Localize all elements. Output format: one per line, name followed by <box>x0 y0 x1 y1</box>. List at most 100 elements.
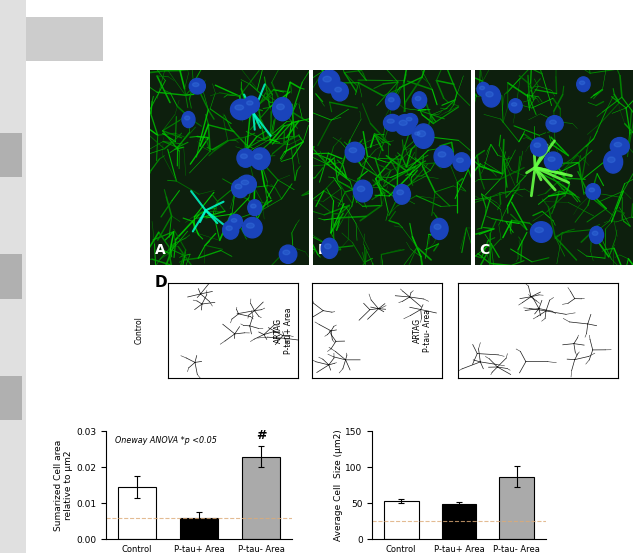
Ellipse shape <box>607 157 615 163</box>
Ellipse shape <box>277 104 284 109</box>
Ellipse shape <box>334 87 342 92</box>
Ellipse shape <box>223 221 239 239</box>
Text: P-tau- Area: P-tau- Area <box>493 545 541 553</box>
Ellipse shape <box>385 93 400 110</box>
Ellipse shape <box>534 143 541 148</box>
Ellipse shape <box>353 180 372 202</box>
Ellipse shape <box>530 222 552 242</box>
Ellipse shape <box>550 120 557 124</box>
Ellipse shape <box>229 215 243 229</box>
Ellipse shape <box>482 86 501 107</box>
Ellipse shape <box>395 114 415 135</box>
Ellipse shape <box>323 76 331 82</box>
Text: P-tau- Area: P-tau- Area <box>238 545 284 553</box>
Text: P-tau+ Area: P-tau+ Area <box>173 545 225 553</box>
Ellipse shape <box>486 92 493 97</box>
Ellipse shape <box>248 200 262 216</box>
Ellipse shape <box>456 158 464 163</box>
Text: D: D <box>155 275 168 290</box>
Ellipse shape <box>388 98 394 102</box>
Ellipse shape <box>438 152 446 157</box>
Ellipse shape <box>611 138 629 155</box>
Y-axis label: Sumarized Cell area
relative to μm2: Sumarized Cell area relative to μm2 <box>54 440 73 531</box>
Bar <box>442 504 476 539</box>
Ellipse shape <box>237 149 254 167</box>
Text: Control: Control <box>122 545 152 553</box>
Ellipse shape <box>184 116 190 120</box>
Y-axis label: Average Cell  Size (μm2): Average Cell Size (μm2) <box>334 429 343 541</box>
Ellipse shape <box>241 180 248 185</box>
Text: ARTAG
P-tau- Area: ARTAG P-tau- Area <box>413 309 433 352</box>
Text: Control: Control <box>386 545 417 553</box>
Ellipse shape <box>406 117 412 121</box>
Text: Oneway ANOVA *p <0.05: Oneway ANOVA *p <0.05 <box>116 436 217 445</box>
Ellipse shape <box>593 231 598 236</box>
Ellipse shape <box>614 143 621 147</box>
Text: C: C <box>480 243 490 257</box>
Ellipse shape <box>235 184 242 189</box>
Ellipse shape <box>235 105 243 110</box>
Ellipse shape <box>189 79 205 94</box>
Ellipse shape <box>230 100 252 120</box>
Ellipse shape <box>412 128 425 142</box>
Ellipse shape <box>243 217 262 238</box>
Ellipse shape <box>453 153 471 171</box>
Ellipse shape <box>232 179 248 197</box>
Ellipse shape <box>241 154 247 159</box>
Ellipse shape <box>226 226 232 231</box>
Ellipse shape <box>243 96 259 113</box>
Ellipse shape <box>577 77 590 92</box>
Ellipse shape <box>318 70 340 93</box>
Ellipse shape <box>586 184 600 199</box>
Ellipse shape <box>431 218 448 239</box>
Text: B: B <box>317 243 328 257</box>
Bar <box>499 477 534 539</box>
Ellipse shape <box>480 86 485 90</box>
Ellipse shape <box>345 142 365 162</box>
Ellipse shape <box>403 113 418 128</box>
Bar <box>180 518 218 539</box>
Ellipse shape <box>399 120 407 126</box>
Ellipse shape <box>231 218 237 222</box>
Ellipse shape <box>394 185 410 204</box>
Bar <box>243 457 280 539</box>
Ellipse shape <box>273 97 292 121</box>
Ellipse shape <box>254 154 263 159</box>
Text: Control: Control <box>135 316 144 345</box>
Ellipse shape <box>546 116 563 132</box>
Ellipse shape <box>357 186 365 191</box>
Ellipse shape <box>247 101 253 105</box>
Text: ARTAG
P-tau+ Area: ARTAG P-tau+ Area <box>273 307 293 354</box>
Ellipse shape <box>415 132 420 135</box>
Ellipse shape <box>250 204 256 208</box>
Ellipse shape <box>412 92 427 108</box>
Ellipse shape <box>324 244 331 249</box>
Ellipse shape <box>509 99 522 113</box>
Ellipse shape <box>283 250 290 255</box>
Ellipse shape <box>535 227 543 233</box>
Ellipse shape <box>434 224 441 229</box>
Ellipse shape <box>193 83 199 87</box>
Text: A: A <box>155 243 166 257</box>
Text: P-tau+ Area: P-tau+ Area <box>433 545 485 553</box>
Bar <box>384 501 419 539</box>
Ellipse shape <box>548 157 555 161</box>
Ellipse shape <box>434 146 454 168</box>
Ellipse shape <box>182 112 195 128</box>
Ellipse shape <box>415 96 421 101</box>
Ellipse shape <box>512 103 517 106</box>
Ellipse shape <box>383 114 401 131</box>
Ellipse shape <box>530 138 547 156</box>
Ellipse shape <box>387 119 394 123</box>
Ellipse shape <box>589 188 594 192</box>
Bar <box>118 487 155 539</box>
Ellipse shape <box>580 81 585 85</box>
Ellipse shape <box>417 131 426 137</box>
Ellipse shape <box>279 245 297 263</box>
Text: #: # <box>256 429 266 442</box>
Ellipse shape <box>603 151 623 173</box>
Ellipse shape <box>321 238 338 258</box>
Ellipse shape <box>413 124 434 148</box>
Ellipse shape <box>250 148 270 170</box>
Ellipse shape <box>331 82 348 101</box>
